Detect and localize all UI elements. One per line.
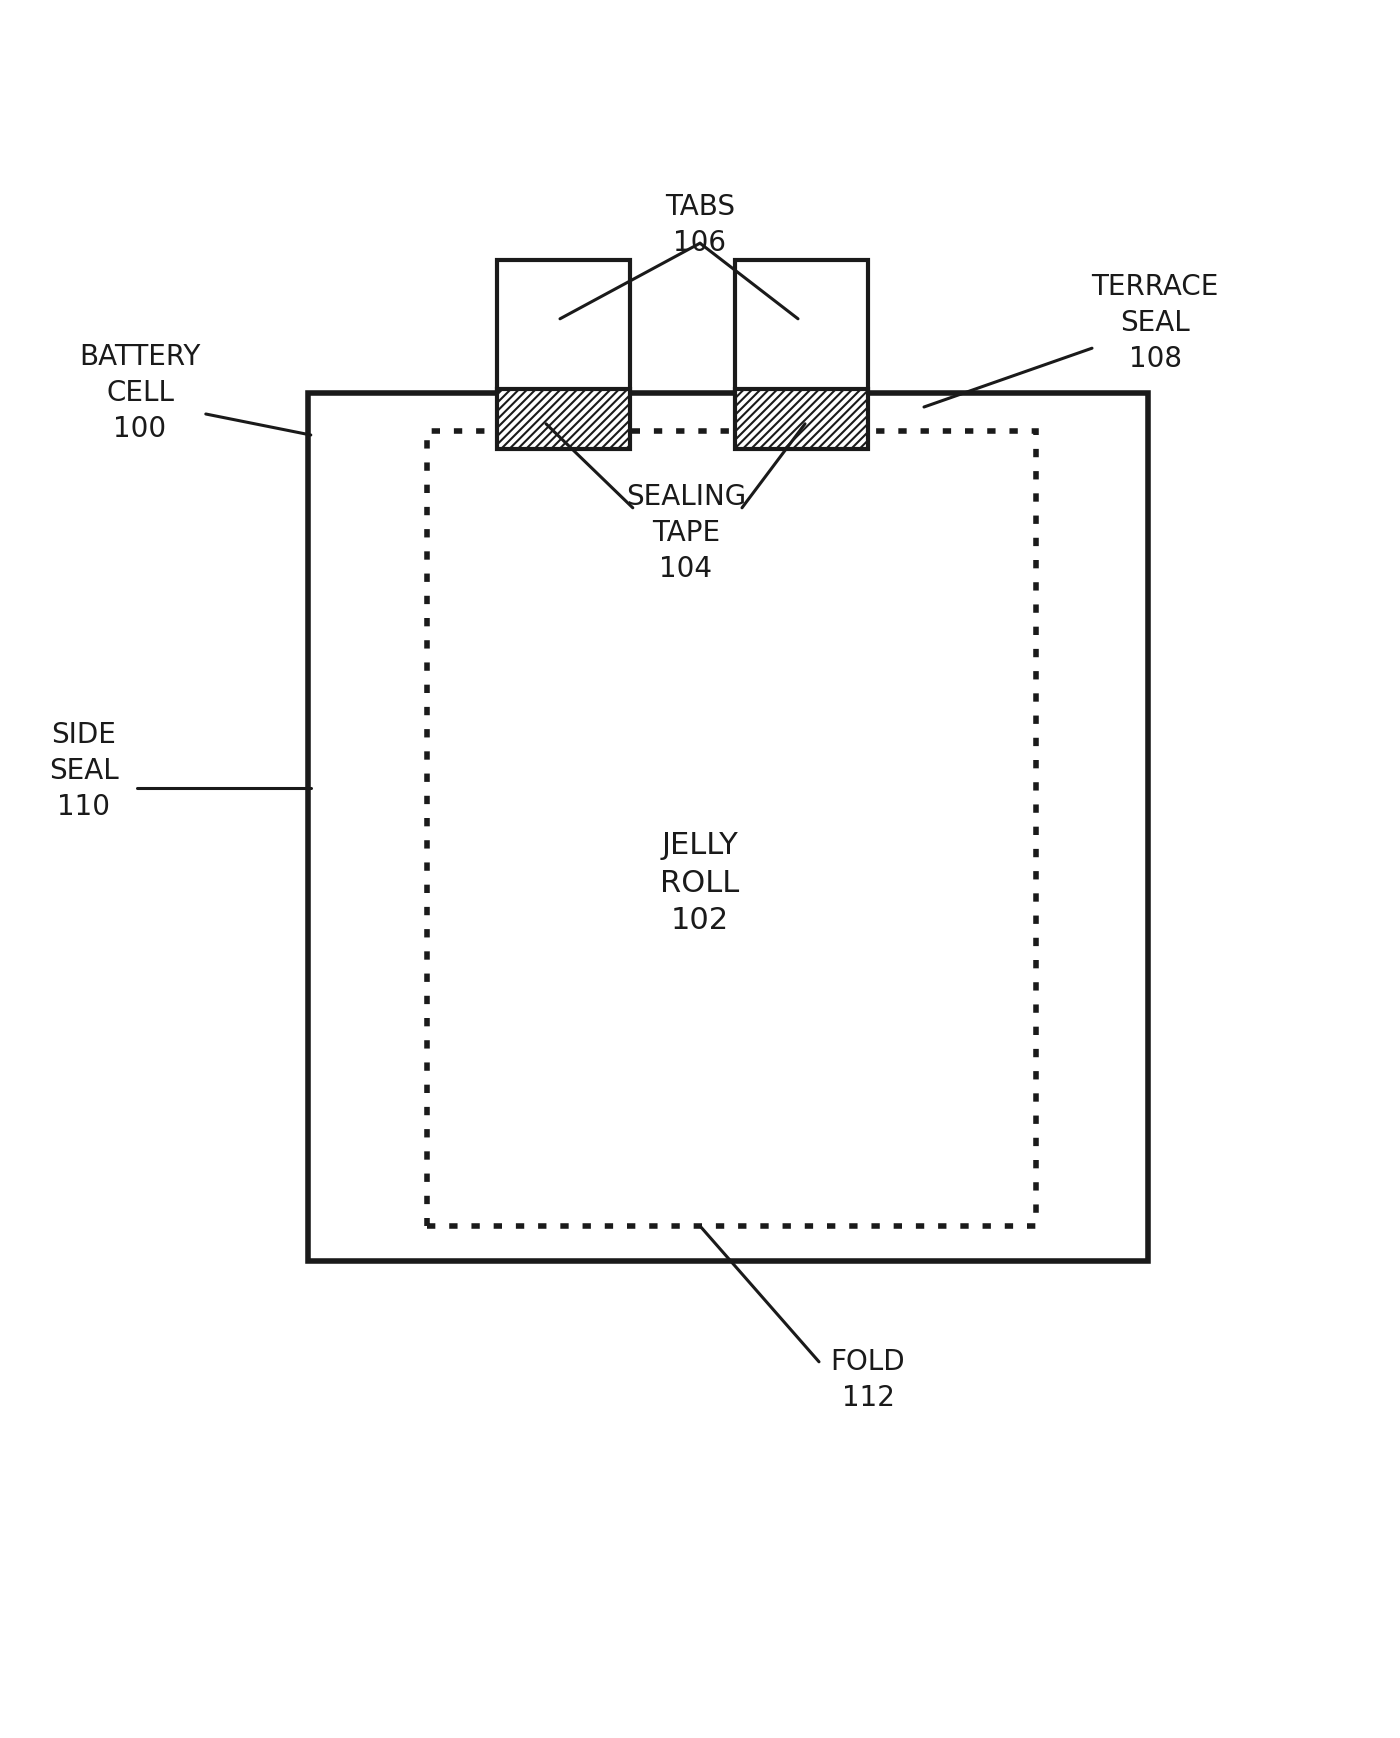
Bar	[308, 393, 1148, 1262]
Bar	[427, 431, 1036, 1225]
Bar	[497, 261, 630, 393]
Bar	[497, 389, 630, 448]
Text: JELLY
ROLL
102: JELLY ROLL 102	[661, 831, 739, 935]
Bar	[735, 389, 868, 448]
Text: SIDE
SEAL
110: SIDE SEAL 110	[49, 721, 119, 820]
Text: TERRACE
SEAL
108: TERRACE SEAL 108	[1092, 273, 1218, 372]
Text: TABS
106: TABS 106	[665, 193, 735, 257]
Text: SEALING
TAPE
104: SEALING TAPE 104	[626, 483, 746, 582]
Text: BATTERY
CELL
100: BATTERY CELL 100	[80, 344, 200, 443]
Bar	[735, 261, 868, 393]
Text: FOLD
112: FOLD 112	[830, 1349, 906, 1411]
